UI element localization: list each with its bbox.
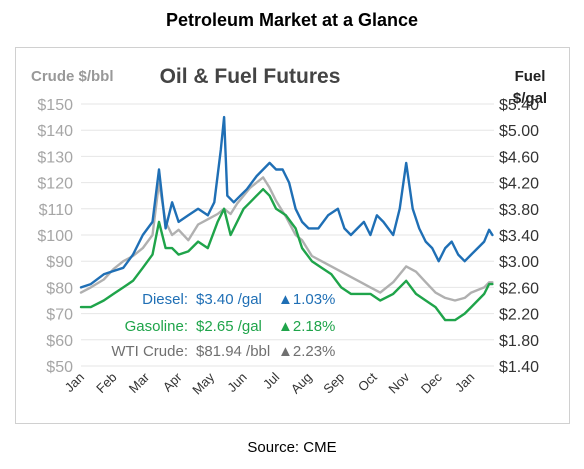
right-tick-label: $4.60	[499, 149, 539, 166]
x-tick-label: Oct	[355, 369, 380, 394]
right-tick-label: $1.40	[499, 359, 539, 376]
chart-svg: Oil & Fuel Futures Crude $/bbl Fuel $/ga…	[31, 65, 547, 397]
right-tick-label: $3.00	[499, 254, 539, 271]
annotation-3-label: WTI Crude:	[111, 343, 188, 360]
left-tick-label: $140	[37, 123, 73, 140]
chart-title: Oil & Fuel Futures	[160, 65, 341, 88]
annotation-2-price: $2.65 /gal	[196, 318, 262, 335]
right-axis-label-line1: Fuel	[515, 68, 546, 85]
left-tick-label: $80	[46, 280, 73, 297]
annotation-1-label: Diesel:	[142, 291, 188, 308]
series-line-wti-crude	[79, 176, 494, 302]
page-title: Petroleum Market at a Glance	[165, 10, 419, 30]
left-tick-label: $110	[39, 202, 74, 219]
x-tick-label: Aug	[288, 370, 315, 397]
left-axis-ticks: $50 $60 $70 $80 $90 $100 $110 $120 $130 $140 $150	[37, 97, 73, 376]
left-tick-label: $90	[46, 254, 73, 271]
series-lines	[79, 115, 494, 322]
x-tick-label: Dec	[418, 369, 445, 396]
x-tick-label: Jun	[224, 370, 249, 395]
series-line-gasoline	[79, 187, 494, 322]
right-tick-label: $3.40	[499, 228, 539, 245]
right-tick-label: $2.60	[499, 280, 539, 297]
x-tick-label: Sep	[320, 370, 347, 397]
x-tick-label: Jul	[260, 369, 282, 391]
right-tick-label: $1.80	[499, 333, 539, 350]
annotation-1-change: ▲1.03%	[278, 291, 335, 308]
right-tick-label: $5.40	[499, 97, 539, 114]
left-axis-label: Crude $/bbl	[31, 68, 114, 85]
right-tick-label: $5.00	[499, 123, 539, 140]
left-tick-label: $150	[37, 97, 73, 114]
annotation-1-price: $3.40 /gal	[196, 291, 262, 308]
x-tick-label: Nov	[385, 369, 412, 396]
chart-frame: Oil & Fuel Futures Crude $/bbl Fuel $/ga…	[15, 47, 570, 424]
x-tick-label: Mar	[126, 369, 153, 396]
x-tick-label: Apr	[160, 369, 185, 394]
annotation-3-change: ▲2.23%	[278, 343, 335, 360]
annotation-2-change: ▲2.18%	[278, 318, 335, 335]
left-tick-label: $120	[37, 176, 73, 193]
x-tick-label: Jan	[452, 370, 477, 395]
right-axis-label-line2: $/gal	[513, 90, 547, 107]
left-tick-label: $130	[37, 149, 73, 166]
gridlines	[81, 103, 494, 367]
right-tick-label: $2.20	[499, 307, 539, 324]
left-tick-label: $100	[37, 228, 73, 245]
annotation-3-price: $81.94 /bbl	[196, 343, 270, 360]
source-note: Source: CME	[247, 439, 337, 456]
x-tick-label: Feb	[93, 370, 119, 396]
x-axis-ticks: Jan Feb Mar Apr May Jun Jul Aug Sep Oct Nov Dec Jan	[62, 369, 478, 397]
left-tick-label: $70	[46, 307, 73, 324]
price-annotations: Diesel: $3.40 /gal ▲1.03% Gasoline: $2.65 /g…	[111, 291, 335, 360]
left-tick-label: $50	[46, 359, 73, 376]
right-axis-ticks: $1.40 $1.80 $2.20 $2.60 $3.00 $3.40 $3.80 $4.20…	[499, 97, 539, 376]
right-tick-label: $4.20	[499, 176, 539, 193]
left-tick-label: $60	[46, 333, 73, 350]
right-tick-label: $3.80	[499, 202, 539, 219]
series-line-diesel	[79, 115, 494, 289]
annotation-2-label: Gasoline:	[125, 318, 188, 335]
x-tick-label: May	[189, 369, 217, 397]
